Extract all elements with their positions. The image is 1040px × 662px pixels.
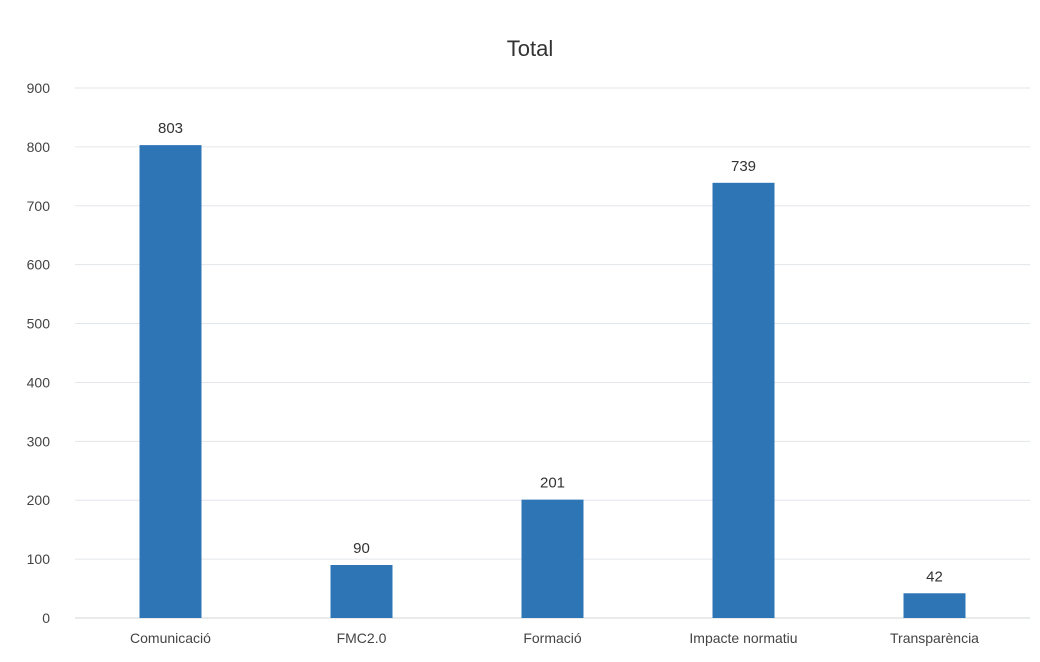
bar (712, 182, 775, 619)
data-labels: 803 90 201 739 42 (158, 120, 943, 585)
x-category-label: Comunicació (130, 630, 211, 646)
x-axis-categories: Comunicació FMC2.0 Formació Impacte normati… (130, 630, 979, 646)
y-tick-label: 500 (27, 316, 51, 332)
y-axis-ticks: 0 100 200 300 400 500 600 700 800 900 (27, 80, 51, 626)
bar (521, 499, 584, 618)
y-tick-label: 600 (27, 257, 51, 273)
bar (139, 145, 202, 618)
y-tick-label: 800 (27, 139, 51, 155)
x-category-label: Impacte normatiu (689, 630, 797, 646)
y-tick-label: 200 (27, 492, 51, 508)
y-tick-label: 700 (27, 198, 51, 214)
bar (330, 565, 393, 618)
y-tick-label: 900 (27, 80, 51, 96)
x-category-label: Transparència (890, 630, 979, 646)
y-tick-label: 400 (27, 374, 51, 390)
y-tick-label: 100 (27, 551, 51, 567)
data-label: 803 (158, 120, 183, 137)
data-label: 90 (353, 540, 370, 557)
bars (139, 145, 966, 619)
chart-title: Total (507, 36, 553, 61)
data-label: 42 (926, 568, 943, 585)
data-label: 201 (540, 475, 565, 492)
y-tick-label: 300 (27, 433, 51, 449)
x-category-label: Formació (523, 630, 582, 646)
bar (903, 593, 966, 618)
data-label: 739 (731, 158, 756, 175)
y-tick-label: 0 (42, 610, 50, 626)
x-category-label: FMC2.0 (337, 630, 387, 646)
